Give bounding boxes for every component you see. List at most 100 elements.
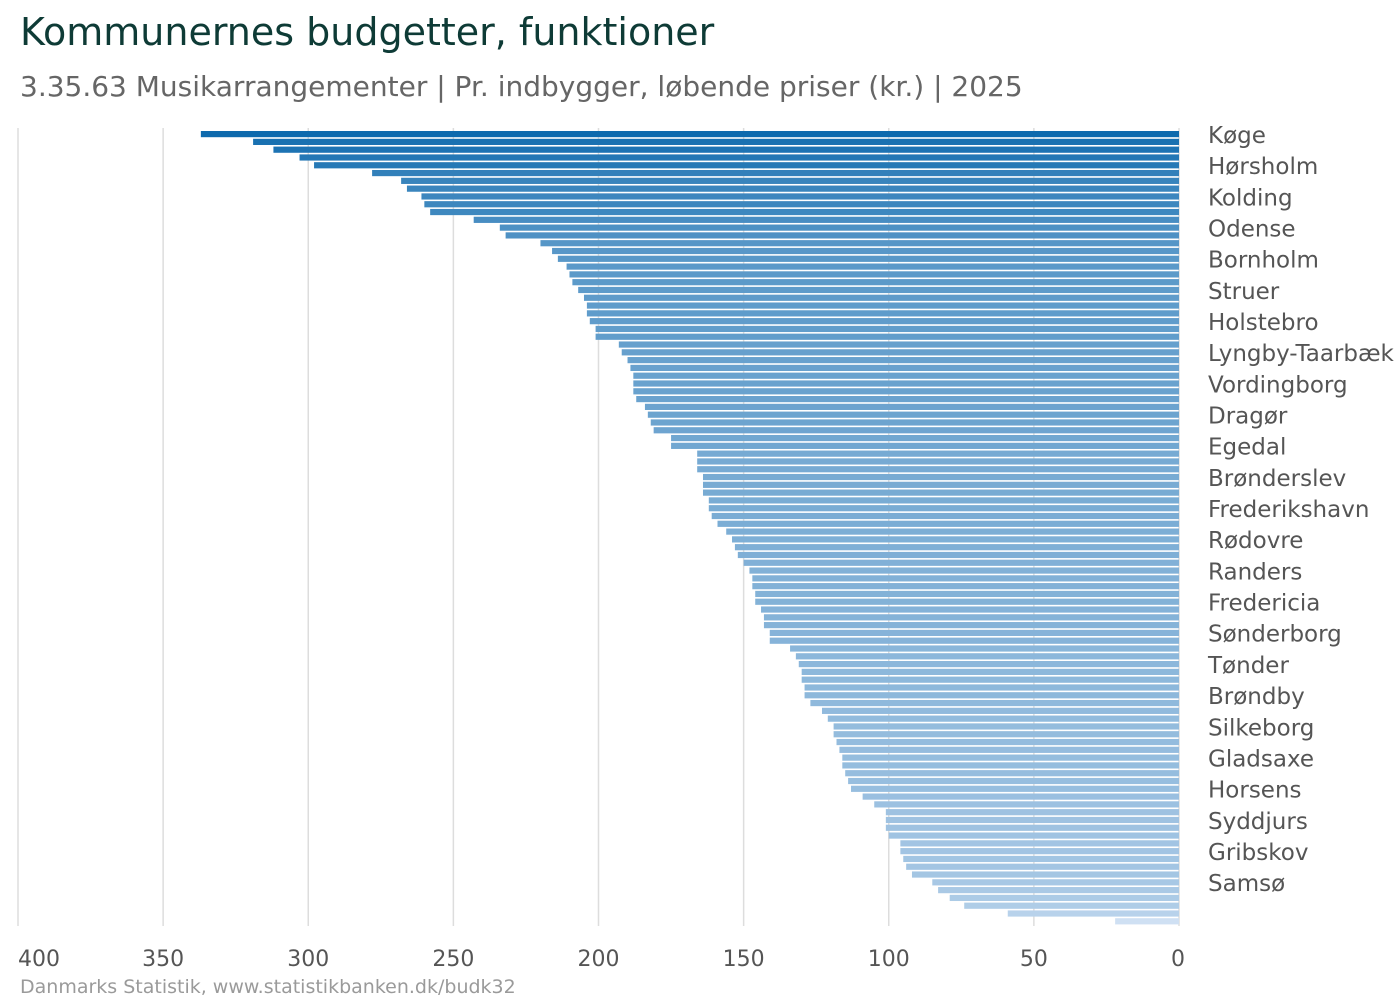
bar[interactable] bbox=[253, 138, 1180, 145]
bar[interactable] bbox=[903, 855, 1179, 863]
bar[interactable] bbox=[633, 388, 1179, 395]
bar[interactable] bbox=[572, 279, 1179, 286]
bar[interactable] bbox=[851, 785, 1179, 792]
bar[interactable] bbox=[621, 349, 1179, 356]
bar[interactable] bbox=[804, 684, 1179, 691]
bar[interactable] bbox=[752, 583, 1179, 590]
bar[interactable] bbox=[569, 271, 1179, 278]
bar[interactable] bbox=[949, 894, 1179, 902]
bar[interactable] bbox=[842, 754, 1179, 761]
bar[interactable] bbox=[711, 512, 1179, 520]
bar[interactable] bbox=[671, 442, 1179, 449]
bar[interactable] bbox=[885, 816, 1179, 824]
bar[interactable] bbox=[583, 294, 1179, 301]
bar[interactable] bbox=[763, 614, 1179, 621]
bar[interactable] bbox=[726, 528, 1179, 535]
bar[interactable] bbox=[769, 637, 1179, 644]
bar[interactable] bbox=[932, 879, 1179, 886]
bar[interactable] bbox=[833, 731, 1179, 738]
bar[interactable] bbox=[848, 777, 1179, 785]
bar[interactable] bbox=[911, 871, 1179, 878]
bar[interactable] bbox=[702, 489, 1179, 496]
bar[interactable] bbox=[769, 629, 1179, 637]
bar[interactable] bbox=[833, 723, 1179, 730]
bar[interactable] bbox=[737, 551, 1179, 559]
bar[interactable] bbox=[938, 887, 1179, 894]
bar[interactable] bbox=[595, 325, 1179, 333]
bar[interactable] bbox=[752, 575, 1179, 582]
bar[interactable] bbox=[586, 302, 1179, 309]
bar[interactable] bbox=[650, 419, 1179, 426]
bar[interactable] bbox=[964, 902, 1179, 909]
bar[interactable] bbox=[761, 606, 1179, 613]
bar[interactable] bbox=[749, 567, 1179, 574]
bar[interactable] bbox=[702, 481, 1179, 488]
bar[interactable] bbox=[697, 466, 1179, 473]
bar[interactable] bbox=[702, 473, 1179, 481]
bar[interactable] bbox=[618, 341, 1179, 348]
bar[interactable] bbox=[732, 536, 1179, 543]
bar[interactable] bbox=[424, 201, 1180, 208]
bar[interactable] bbox=[473, 216, 1179, 223]
bar[interactable] bbox=[900, 848, 1179, 855]
bar[interactable] bbox=[734, 544, 1179, 551]
bar[interactable] bbox=[790, 645, 1179, 652]
bar[interactable] bbox=[586, 310, 1179, 317]
bar[interactable] bbox=[821, 707, 1179, 714]
bar[interactable] bbox=[627, 357, 1179, 364]
bar[interactable] bbox=[874, 801, 1179, 808]
bar[interactable] bbox=[578, 286, 1179, 294]
bar[interactable] bbox=[589, 318, 1179, 325]
bar[interactable] bbox=[401, 177, 1179, 184]
bar[interactable] bbox=[653, 427, 1179, 434]
bar[interactable] bbox=[633, 380, 1179, 387]
bar[interactable] bbox=[552, 247, 1179, 255]
bar[interactable] bbox=[644, 403, 1179, 410]
bar[interactable] bbox=[1007, 910, 1179, 917]
bar[interactable] bbox=[827, 715, 1179, 722]
bar[interactable] bbox=[636, 396, 1179, 403]
bar[interactable] bbox=[845, 770, 1179, 777]
bar[interactable] bbox=[839, 746, 1179, 753]
bar[interactable] bbox=[630, 364, 1179, 372]
bar[interactable] bbox=[804, 692, 1179, 699]
bar[interactable] bbox=[372, 169, 1180, 177]
bar[interactable] bbox=[755, 590, 1179, 598]
bar[interactable] bbox=[885, 809, 1179, 816]
bar[interactable] bbox=[810, 699, 1179, 707]
bar[interactable] bbox=[671, 434, 1179, 442]
bar[interactable] bbox=[801, 668, 1179, 675]
bar[interactable] bbox=[697, 458, 1179, 465]
bar[interactable] bbox=[798, 661, 1179, 668]
bar[interactable] bbox=[557, 255, 1179, 262]
bar[interactable] bbox=[885, 824, 1179, 831]
bar[interactable] bbox=[801, 676, 1179, 683]
bar[interactable] bbox=[906, 863, 1179, 870]
bar[interactable] bbox=[900, 840, 1179, 847]
bar[interactable] bbox=[888, 832, 1179, 839]
bar[interactable] bbox=[708, 497, 1179, 504]
bar[interactable] bbox=[505, 232, 1179, 239]
bar[interactable] bbox=[795, 653, 1179, 660]
bar[interactable] bbox=[633, 372, 1179, 379]
bar[interactable] bbox=[299, 154, 1180, 161]
bar[interactable] bbox=[862, 793, 1179, 800]
bar[interactable] bbox=[406, 185, 1179, 192]
bar[interactable] bbox=[430, 208, 1179, 216]
bar[interactable] bbox=[743, 559, 1179, 566]
bar[interactable] bbox=[314, 162, 1179, 169]
bar[interactable] bbox=[595, 333, 1179, 340]
bar[interactable] bbox=[566, 263, 1179, 270]
bar[interactable] bbox=[647, 411, 1179, 418]
bar[interactable] bbox=[697, 450, 1179, 457]
bar[interactable] bbox=[842, 762, 1179, 769]
bar[interactable] bbox=[708, 505, 1179, 512]
bar[interactable] bbox=[421, 193, 1179, 200]
bar[interactable] bbox=[717, 520, 1179, 527]
bar[interactable] bbox=[1115, 918, 1179, 925]
bar[interactable] bbox=[200, 131, 1180, 138]
bar[interactable] bbox=[755, 598, 1179, 605]
bar[interactable] bbox=[540, 240, 1179, 247]
bar[interactable] bbox=[499, 224, 1179, 231]
bar[interactable] bbox=[273, 146, 1179, 153]
